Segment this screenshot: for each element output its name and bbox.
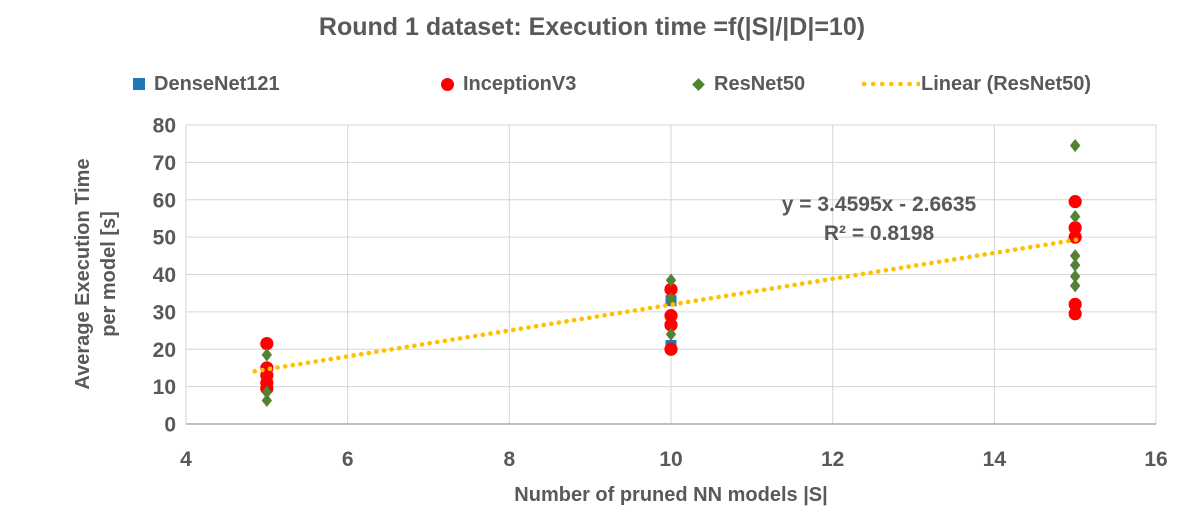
data-point-resnet50 [665,327,677,341]
linear-trendline [252,236,1086,374]
x-axis-tick-label: 4 [180,448,192,471]
dotted-trendline-marker-icon [861,81,920,87]
y-axis-tick-label: 10 [153,376,176,399]
y-axis-title-line1: Average Execution Time [72,158,94,390]
data-point-resnet50 [261,348,273,362]
legend-item-linear-resnet50: Linear (ResNet50) [860,71,1091,97]
x-axis-tick-label: 8 [503,448,515,471]
y-axis-title-line2: per model [s] [98,211,120,337]
data-point-resnet50 [665,292,677,306]
data-point-inceptionv3 [260,337,274,351]
data-point-inceptionv3 [664,282,678,297]
data-point-inceptionv3 [1068,221,1082,235]
data-point-resnet50 [1069,258,1081,272]
data-point-inceptionv3 [1068,195,1082,209]
y-axis-tick-label: 80 [153,115,176,138]
chart-title: Round 1 dataset: Execution time =f(|S|/|… [318,13,866,41]
y-axis-tick-label: 0 [164,414,176,437]
x-axis-tick-label: 10 [659,448,682,471]
y-axis-tick-label: 60 [153,189,176,212]
densenet121-square-marker-icon [133,78,145,90]
y-axis-tick-label: 20 [153,339,176,362]
data-point-inceptionv3 [664,318,678,332]
x-axis-tick-label: 16 [1144,448,1167,471]
data-point-resnet50 [1069,279,1081,293]
legend-label-linear-resnet50: Linear (ResNet50) [921,72,1092,95]
trendline-equation: y = 3.4595x - 2.6635 R² = 0.8198 [758,190,1000,248]
data-point-resnet50 [261,393,273,408]
r-squared-text: R² = 0.8198 [823,222,935,245]
data-point-resnet50 [261,385,273,399]
y-axis-tick-label: 50 [153,227,176,250]
data-point-inceptionv3 [1068,297,1082,311]
y-axis-tick-label: 40 [153,264,176,287]
data-point-resnet50 [1069,269,1081,283]
legend-item-inceptionv3: InceptionV3 [441,71,576,97]
legend-label-densenet121: DenseNet121 [154,72,280,95]
data-point-resnet50 [1069,249,1081,263]
data-point-inceptionv3 [664,342,678,356]
data-point-inceptionv3 [664,309,678,323]
legend-item-densenet121: DenseNet121 [133,71,280,97]
y-axis-tick-label: 30 [153,301,176,324]
y-axis-tick-label: 70 [153,152,176,175]
equation-text: y = 3.4595x - 2.6635 [781,193,977,216]
legend-label-resnet50: ResNet50 [714,72,806,95]
data-point-resnet50 [1069,209,1081,224]
data-point-resnet50 [1069,138,1081,153]
inceptionv3-circle-marker-icon [441,77,454,91]
data-point-inceptionv3 [1068,307,1082,321]
legend-item-resnet50: ResNet50 [692,71,805,97]
data-point-inceptionv3 [1068,230,1082,244]
x-axis-tick-label: 12 [821,448,844,471]
data-point-resnet50 [665,273,677,287]
x-axis-title: Number of pruned NN models |S| [514,484,828,506]
x-axis-tick-label: 6 [342,448,354,471]
x-axis-tick-label: 14 [983,448,1007,471]
legend-label-inceptionv3: InceptionV3 [463,72,577,95]
